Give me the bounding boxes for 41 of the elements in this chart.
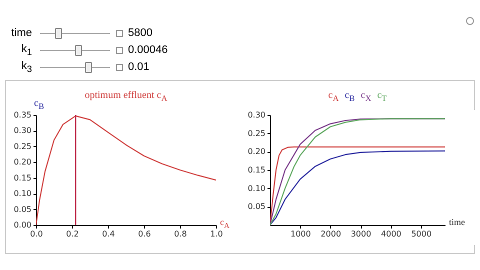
y-tick-label: 0.25 [14,142,32,151]
x-tick-label: 4000 [381,230,402,238]
x-tick-label: 1.0 [210,230,223,238]
y-tick-label: 0.00 [14,220,32,230]
x-tick-label: 0.8 [174,230,187,238]
text: 0.00046 [128,44,168,56]
x-tick-label: 0.6 [138,230,151,238]
y-tick-label: 0.35 [14,110,32,120]
x-axis-title: c$_{A}$ [220,217,230,230]
y-tick-label: 0.25 [248,128,266,138]
series-label: c$_{X}$ [360,90,372,103]
y-axis-title: c$_{B}$ [34,98,44,111]
x-tick-label: 3000 [350,230,372,238]
text: 0.01 [128,61,150,73]
y-tick-label: 0.20 [248,147,266,156]
y-tick-label: 0.30 [248,110,266,120]
y-tick-label: 0.05 [248,202,266,212]
y-tick-label: 0.30 [14,126,32,136]
text: 5800 [128,27,152,39]
y-tick-label: 0.20 [14,158,32,167]
x-tick-label: 0.0 [30,230,43,238]
chart-title: optimum effluent c$_{A}$ [84,90,168,103]
series-label: c$_{T}$ [377,90,387,103]
x-tick-label: 5000 [411,230,432,238]
y-tick-label: 0.10 [248,184,266,193]
y-tick-label: 0.05 [14,204,32,214]
text: k$_{1}$ [20,42,32,58]
x-tick-label: 0.4 [102,230,115,238]
text: c$_{A}$ [328,90,339,103]
text: time [10,27,32,39]
line-series [36,115,216,225]
y-tick-label: 0.15 [14,173,32,182]
x-tick-label: 2000 [320,230,342,238]
y-tick-label: 0.10 [14,189,32,198]
text: c$_{B}$ [344,90,355,103]
line-series [270,118,445,225]
x-axis-title: time [449,217,465,227]
text: k$_{3}$ [20,60,32,74]
y-tick-label: 0.15 [248,166,266,174]
x-tick-label: 0.2 [66,230,79,238]
x-tick-label: 1000 [290,230,311,238]
